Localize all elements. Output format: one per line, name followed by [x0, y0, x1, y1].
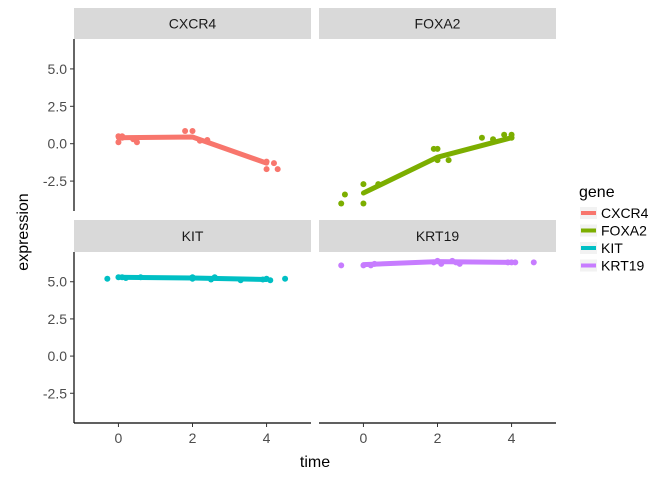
- data-point-cxcr4: [196, 137, 203, 144]
- x-tick-label-kit: 2: [189, 430, 197, 446]
- y-tick-label-kit: 2.5: [48, 311, 68, 327]
- y-tick-label-cxcr4: 2.5: [48, 98, 68, 114]
- data-point-foxa2: [434, 145, 441, 152]
- facet-strip-label-foxa2: FOXA2: [415, 16, 461, 32]
- data-point-foxa2: [490, 136, 497, 143]
- data-point-krt19: [371, 260, 378, 267]
- data-point-foxa2: [360, 200, 367, 207]
- y-axis-title: expression: [15, 193, 32, 270]
- x-tick-label-kit: 0: [115, 430, 123, 446]
- facet-strip-krt19: [319, 220, 556, 252]
- fit-line-cxcr4: [115, 134, 270, 166]
- x-tick-label-krt19: 0: [360, 430, 368, 446]
- data-point-foxa2: [445, 157, 452, 164]
- x-tick-label-krt19: 2: [434, 430, 442, 446]
- y-tick-label-kit: 5.0: [48, 274, 68, 290]
- data-point-foxa2: [508, 131, 515, 138]
- data-point-foxa2: [478, 134, 485, 141]
- y-tick-label-cxcr4: -2.5: [43, 173, 67, 189]
- data-point-foxa2: [341, 191, 348, 198]
- y-tick-label-cxcr4: 5.0: [48, 61, 68, 77]
- facet-strip-foxa2: [319, 8, 556, 39]
- data-point-kit: [122, 275, 129, 282]
- data-point-krt19: [338, 262, 345, 269]
- legend-label-krt19: KRT19: [601, 258, 645, 274]
- y-tick-label-kit: 0.0: [48, 348, 68, 364]
- data-point-kit: [211, 274, 218, 281]
- legend-label-foxa2: FOXA2: [601, 223, 647, 239]
- legend-label-kit: KIT: [601, 240, 623, 256]
- y-tick-label-kit: -2.5: [43, 385, 67, 401]
- data-point-krt19: [512, 259, 519, 266]
- facet-panels: CXCR4 5.0 2.5 0.0 -2.5 FOXA2 KIT 5.0 2.5 0.0 -2.5 0…: [43, 8, 556, 446]
- data-point-foxa2: [434, 157, 441, 164]
- data-point-cxcr4: [182, 127, 189, 134]
- data-point-cxcr4: [119, 133, 126, 140]
- data-point-kit: [189, 275, 196, 282]
- data-point-cxcr4: [133, 139, 140, 146]
- data-point-krt19: [438, 260, 445, 267]
- data-point-foxa2: [501, 131, 508, 138]
- data-point-krt19: [530, 259, 537, 266]
- data-point-kit: [237, 277, 244, 284]
- data-point-krt19: [360, 262, 367, 269]
- data-point-kit: [282, 275, 289, 282]
- data-point-foxa2: [360, 181, 367, 188]
- facet-strip-label-kit: KIT: [182, 228, 204, 244]
- x-tick-label-kit: 4: [263, 430, 271, 446]
- facet-strip-label-krt19: KRT19: [416, 228, 460, 244]
- data-point-cxcr4: [204, 136, 211, 143]
- data-point-cxcr4: [274, 166, 281, 173]
- data-point-krt19: [456, 260, 463, 267]
- legend-title: gene: [579, 184, 615, 201]
- data-point-cxcr4: [263, 158, 270, 165]
- data-point-kit: [104, 275, 111, 282]
- facet-strip-kit: [74, 220, 311, 252]
- data-point-cxcr4: [189, 127, 196, 134]
- data-point-cxcr4: [115, 139, 122, 146]
- data-point-cxcr4: [270, 160, 277, 167]
- facet-strip-label-cxcr4: CXCR4: [169, 16, 217, 32]
- x-tick-label-krt19: 4: [508, 430, 516, 446]
- x-axis-title: time: [300, 454, 330, 471]
- y-tick-label-cxcr4: 0.0: [48, 136, 68, 152]
- data-point-kit: [267, 277, 274, 284]
- data-point-foxa2: [338, 200, 345, 207]
- data-point-foxa2: [375, 181, 382, 188]
- legend-label-cxcr4: CXCR4: [601, 205, 649, 221]
- facet-strip-cxcr4: [74, 8, 311, 39]
- data-point-cxcr4: [263, 166, 270, 173]
- data-point-kit: [137, 274, 144, 281]
